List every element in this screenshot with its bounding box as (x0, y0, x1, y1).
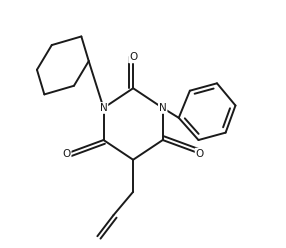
Text: O: O (196, 149, 204, 158)
Text: O: O (62, 149, 71, 158)
Text: O: O (129, 52, 137, 62)
Text: N: N (100, 103, 108, 113)
Text: N: N (159, 103, 167, 113)
